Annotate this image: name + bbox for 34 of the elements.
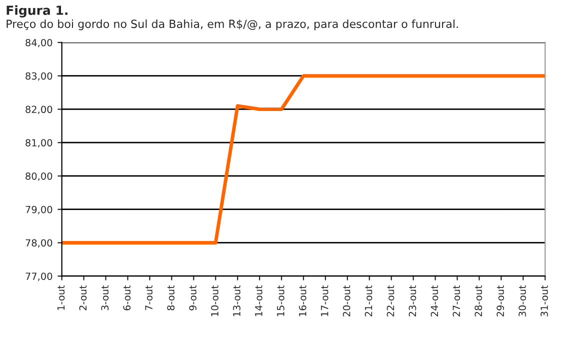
x-tick-label: 6-out — [123, 285, 131, 310]
x-tick-label: 27-out — [452, 285, 460, 316]
x-tick-label: 28-out — [474, 285, 482, 316]
x-tick-label: 17-out — [321, 285, 328, 316]
y-tick-label: 78,00 — [26, 239, 52, 248]
y-tick-label: 81,00 — [26, 139, 52, 148]
y-tick-label: 84,00 — [26, 38, 52, 48]
x-tick-label: 15-out — [277, 285, 284, 316]
y-tick-label: 77,00 — [26, 272, 52, 281]
x-tick-label: 30-out — [518, 285, 526, 316]
y-tick-label: 83,00 — [26, 72, 52, 81]
x-tick-label: 10-out — [211, 285, 218, 316]
x-tick-label: 14-out — [255, 285, 262, 316]
x-tick-label: 9-out — [189, 285, 196, 310]
x-tick-label: 2-out — [79, 285, 87, 310]
x-tick-label: 1-out — [57, 285, 65, 310]
x-tick-label: 8-out — [167, 285, 174, 310]
x-tick-label: 7-out — [145, 285, 153, 310]
x-tick-label: 21-out — [364, 285, 372, 316]
x-tick-label: 24-out — [430, 285, 438, 316]
x-tick-label: 29-out — [496, 285, 504, 316]
x-tick-label: 20-out — [342, 285, 350, 316]
x-tick-label: 22-out — [386, 285, 394, 316]
y-tick-label: 79,00 — [26, 206, 52, 214]
x-tick-label: 23-out — [408, 285, 416, 316]
x-tick-label: 3-out — [101, 285, 109, 310]
x-tick-label: 13-out — [233, 285, 240, 316]
chart-subtitle: Preço do boi gordo no Sul da Bahia, em R$/@, a prazo, para descontar o funrural. — [6, 19, 458, 30]
chart-title: Figura 1. — [6, 5, 68, 18]
y-tick-label: 82,00 — [26, 106, 52, 114]
x-tick-label: 31-out — [540, 285, 548, 316]
line-series — [62, 74, 546, 244]
y-tick-label: 80,00 — [26, 172, 52, 181]
x-tick-label: 16-out — [298, 285, 306, 316]
